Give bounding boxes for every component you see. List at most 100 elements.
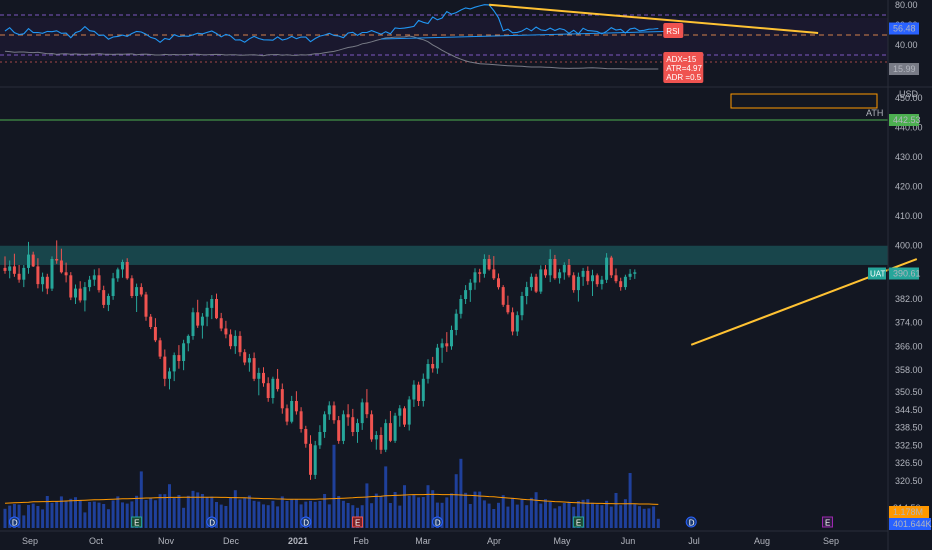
volume-bar (294, 499, 298, 528)
volume-bar (177, 495, 181, 528)
volume-bar (388, 503, 392, 528)
volume-bar (121, 502, 124, 528)
volume-bar (384, 466, 388, 528)
volume-bar (468, 504, 472, 528)
volume-bar (205, 497, 209, 528)
event-marker-earnings-red[interactable]: E (352, 516, 363, 528)
volume-bar (41, 509, 45, 528)
candle (492, 256, 496, 280)
candle-body (506, 304, 510, 313)
volume-bar (219, 504, 223, 528)
event-marker-earnings-future[interactable]: E (822, 516, 833, 528)
candle-body (149, 316, 153, 327)
candle (473, 268, 477, 290)
candle-body (525, 287, 529, 296)
candle-body (388, 423, 392, 441)
price-tick-label: 358.00 (895, 365, 923, 375)
rsi-trendline-2[interactable] (380, 30, 682, 40)
candle-body (3, 267, 7, 271)
event-marker-dividend[interactable]: D (8, 516, 20, 528)
candle (534, 273, 538, 293)
rsi-label-tag[interactable]: RSI (663, 23, 684, 38)
candle-body (262, 372, 265, 384)
rsi-trendlines (380, 3, 819, 40)
candle (215, 293, 218, 320)
volume-bar (482, 500, 486, 528)
volume-bar (163, 494, 167, 528)
event-marker-earnings[interactable]: E (131, 516, 143, 528)
candle-body (450, 330, 453, 347)
volume-bar (257, 501, 261, 528)
event-marker-dividend[interactable]: D (685, 516, 697, 528)
candle-body (351, 417, 355, 432)
event-marker-dividend[interactable]: D (431, 516, 443, 528)
volume-bar (506, 506, 510, 528)
candle (417, 381, 421, 406)
volume-bar (605, 500, 609, 528)
candle-body (492, 269, 496, 279)
candle (633, 269, 637, 279)
volume-bar (445, 497, 449, 528)
time-axis[interactable]: Sep Oct Nov Dec 2021 Feb Mar Apr May Jun Jul Aug Sep (0, 530, 888, 546)
candle-body (224, 328, 228, 335)
resistance-zone (0, 245, 888, 265)
candle-body (266, 383, 270, 398)
event-marker-dividend[interactable]: D (300, 516, 312, 528)
candle-body (464, 290, 468, 299)
adx-line (4, 35, 659, 70)
candle (97, 268, 101, 293)
candle-body (614, 275, 618, 282)
volume-bar (501, 495, 505, 528)
rsi-line (4, 4, 659, 43)
volume-bar (327, 504, 331, 528)
candle-body (271, 378, 275, 398)
candle-body (299, 411, 303, 429)
volume-bar (403, 485, 406, 528)
candle (135, 283, 139, 312)
rsi-trendline-1[interactable] (489, 3, 819, 34)
volume-bar (492, 509, 496, 528)
volume-bar (633, 504, 637, 528)
volume-bar (196, 492, 200, 528)
annotation-box[interactable] (730, 93, 878, 109)
volume-bar (224, 506, 228, 528)
candle-body (17, 273, 21, 280)
candle (374, 431, 378, 450)
volume-bar (393, 492, 397, 528)
volume-bar (83, 512, 87, 528)
time-axis-ticks: Sep Oct Nov Dec 2021 Feb Mar Apr May Jun Jul Aug Sep (22, 536, 839, 546)
volume-bar (74, 497, 77, 528)
candle-body (121, 262, 124, 270)
candle (78, 281, 82, 303)
last-price-tag-text: 390.61 (893, 269, 921, 279)
volume-bar (567, 501, 571, 528)
candle (525, 281, 529, 305)
candle-body (78, 288, 82, 301)
candle-body (27, 254, 30, 268)
volume-bar (233, 490, 237, 528)
candle-body (487, 259, 491, 270)
info-box-line: ATR=4.97 (666, 64, 702, 73)
candle-body (55, 259, 59, 261)
candle-body (102, 290, 106, 305)
month-tick-label: Sep (22, 536, 38, 546)
event-marker-earnings[interactable]: E (572, 516, 584, 528)
candle-body (196, 312, 200, 326)
candle (294, 391, 298, 415)
volume-bar (473, 491, 477, 528)
volume-bar (407, 495, 411, 528)
candle-body (576, 276, 580, 291)
volume-bar (520, 499, 524, 528)
event-marker-dividend[interactable]: D (206, 516, 218, 528)
volume-bar (614, 493, 618, 528)
volume-bar (346, 503, 350, 528)
candle-body (567, 265, 571, 276)
candle (323, 411, 327, 438)
month-tick-label: Feb (353, 536, 369, 546)
candle (191, 307, 195, 340)
candle-body (403, 408, 406, 425)
event-marker-label: D (435, 519, 441, 528)
candle (313, 440, 317, 479)
